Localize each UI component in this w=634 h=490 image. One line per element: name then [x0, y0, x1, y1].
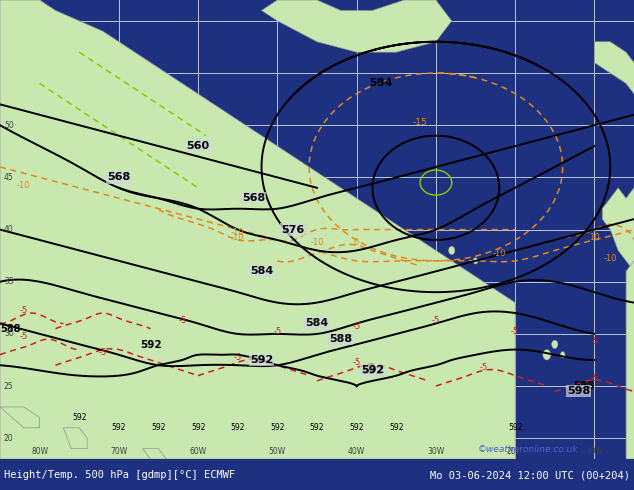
Text: 40W: 40W — [348, 447, 365, 456]
Text: 592: 592 — [361, 366, 384, 376]
Text: -10: -10 — [310, 238, 324, 247]
Circle shape — [552, 340, 558, 348]
Text: 10: 10 — [589, 233, 600, 242]
Circle shape — [473, 258, 478, 264]
Text: 560: 560 — [186, 141, 210, 151]
Text: 10W: 10W — [586, 447, 603, 456]
Text: -10: -10 — [604, 254, 617, 263]
Text: 588: 588 — [329, 334, 353, 344]
Polygon shape — [0, 407, 39, 428]
Text: 584: 584 — [250, 266, 273, 276]
Text: 584: 584 — [369, 78, 392, 89]
Text: 592: 592 — [361, 366, 384, 375]
Text: -10: -10 — [17, 181, 30, 190]
Text: -10: -10 — [493, 248, 506, 258]
Text: 70W: 70W — [110, 447, 127, 456]
Text: -15: -15 — [413, 118, 427, 127]
Text: 60W: 60W — [190, 447, 207, 456]
Text: -5: -5 — [511, 327, 519, 336]
Text: 568: 568 — [242, 193, 265, 203]
Polygon shape — [595, 42, 634, 125]
Text: 80W: 80W — [31, 447, 48, 456]
Text: 45: 45 — [4, 173, 14, 182]
Text: 20: 20 — [4, 434, 13, 443]
Text: 25: 25 — [4, 382, 13, 391]
Text: 598: 598 — [567, 386, 590, 396]
Polygon shape — [143, 449, 166, 459]
Text: 592: 592 — [139, 340, 162, 349]
Text: 592: 592 — [270, 423, 285, 432]
Text: 30W: 30W — [427, 447, 444, 456]
Text: -5: -5 — [432, 317, 440, 325]
Polygon shape — [261, 0, 451, 52]
Text: 30: 30 — [4, 329, 14, 339]
Text: -5: -5 — [273, 327, 281, 336]
Text: 576: 576 — [281, 224, 305, 235]
Text: 592: 592 — [112, 423, 126, 432]
Text: -5: -5 — [353, 358, 361, 367]
Text: 592: 592 — [389, 423, 403, 432]
Text: -10: -10 — [231, 228, 245, 237]
Text: 40: 40 — [4, 225, 14, 234]
Polygon shape — [63, 428, 87, 449]
Text: Height/Temp. 500 hPa [gdmp][°C] ECMWF: Height/Temp. 500 hPa [gdmp][°C] ECMWF — [4, 470, 235, 480]
Text: -5: -5 — [99, 348, 107, 357]
Text: ©weatheronline.co.uk: ©weatheronline.co.uk — [478, 445, 578, 454]
Text: 592: 592 — [310, 423, 324, 432]
Text: 588: 588 — [0, 324, 20, 334]
Text: 592: 592 — [152, 423, 165, 432]
Circle shape — [448, 246, 455, 255]
Text: -5: -5 — [590, 374, 598, 383]
Text: 20W: 20W — [507, 447, 524, 456]
Text: 592: 592 — [250, 355, 273, 365]
Text: 584: 584 — [306, 318, 328, 328]
Text: 592: 592 — [349, 423, 364, 432]
Text: 592: 592 — [508, 423, 522, 432]
Polygon shape — [0, 0, 515, 459]
Text: 592: 592 — [231, 423, 245, 432]
Text: 50W: 50W — [269, 447, 286, 456]
Text: -5: -5 — [353, 322, 361, 331]
Text: -5: -5 — [233, 353, 242, 362]
Text: -5: -5 — [20, 306, 28, 315]
Text: 568: 568 — [107, 172, 131, 182]
Text: Mo 03-06-2024 12:00 UTC (00+204): Mo 03-06-2024 12:00 UTC (00+204) — [430, 470, 630, 480]
Text: 592: 592 — [72, 413, 86, 422]
Text: -5: -5 — [590, 337, 598, 346]
Text: -10: -10 — [231, 233, 245, 242]
Text: -5: -5 — [178, 317, 186, 325]
Text: -5: -5 — [20, 332, 28, 341]
Text: -5: -5 — [479, 364, 488, 372]
Polygon shape — [602, 188, 634, 271]
Text: 0: 0 — [354, 238, 359, 247]
Text: 35: 35 — [4, 277, 14, 286]
Circle shape — [543, 349, 551, 360]
Text: 50: 50 — [4, 121, 14, 130]
Polygon shape — [626, 261, 634, 459]
Circle shape — [560, 352, 565, 358]
Text: 592: 592 — [191, 423, 205, 432]
Text: 598: 598 — [573, 381, 595, 391]
